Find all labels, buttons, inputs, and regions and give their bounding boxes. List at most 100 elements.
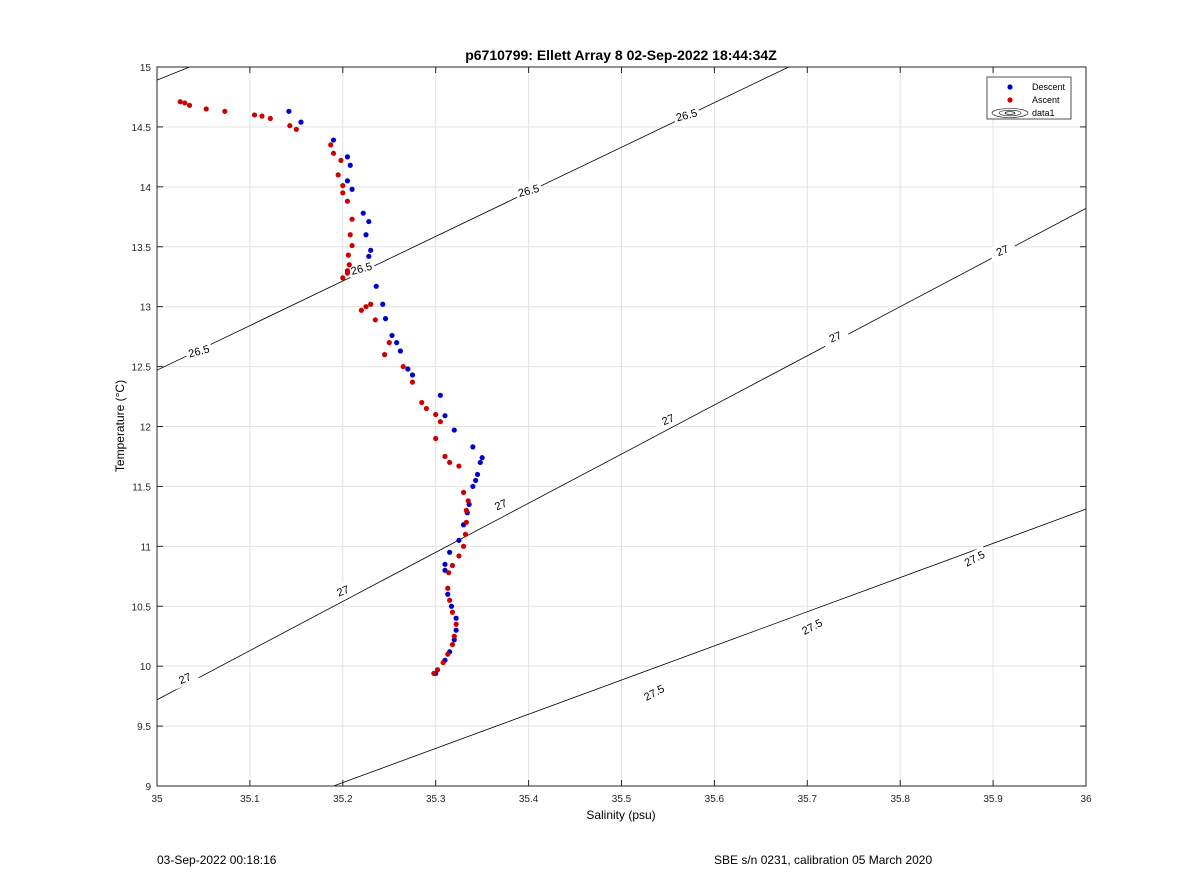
density-contour-label: 27	[995, 243, 1011, 259]
ascent-point	[344, 270, 351, 276]
y-axis-label: Temperature (°C)	[113, 380, 127, 472]
density-contour-label-bg	[820, 325, 850, 349]
chart-title: p6710799: Ellett Array 8 02-Sep-2022 18:…	[465, 47, 777, 63]
descent-point	[349, 186, 355, 192]
data-series	[177, 99, 485, 676]
ascent-point	[447, 459, 453, 466]
footer-calibration: SBE s/n 0231, calibration 05 March 2020	[714, 853, 933, 867]
ascent-point	[449, 562, 456, 569]
descent-point	[448, 603, 455, 609]
x-tick-label: 35.3	[426, 794, 446, 805]
ascent-point	[293, 126, 299, 132]
ascent-point	[456, 553, 462, 559]
y-tick-label: 13	[140, 303, 152, 314]
x-axis-label: Salinity (psu)	[586, 808, 655, 822]
density-contour-label-bg	[959, 546, 990, 571]
descent-point	[456, 537, 462, 543]
density-contour-line-26.5	[156, 66, 190, 81]
density-contour-label-bg	[347, 258, 376, 279]
ascent-point	[447, 597, 453, 603]
ascent-point	[462, 531, 469, 537]
ascent-point	[340, 190, 346, 196]
descent-point	[347, 162, 353, 168]
series-ascent	[177, 99, 471, 676]
descent-point	[363, 232, 369, 238]
y-tick-label: 12.5	[132, 363, 152, 374]
x-tick-label: 35.6	[705, 794, 725, 805]
y-tick-label: 10.5	[132, 602, 152, 613]
density-contour-label-bg	[328, 579, 358, 603]
density-contour-label: 27	[493, 497, 509, 513]
legend-marker-ascent	[1007, 97, 1013, 103]
ascent-point	[335, 172, 341, 178]
density-contour-label: 26.5	[187, 343, 211, 360]
ascent-point	[349, 216, 355, 222]
grid-lines	[156, 66, 1087, 787]
x-tick-label: 36	[1080, 794, 1092, 805]
density-contour-label-bg	[987, 238, 1018, 262]
descent-point	[437, 392, 443, 398]
ascent-point	[386, 340, 392, 346]
x-tick-label: 35.8	[890, 794, 910, 805]
y-tick-label: 14	[140, 183, 152, 194]
ascent-point	[251, 112, 258, 118]
density-contour-label: 26.5	[517, 183, 541, 200]
ascent-point	[182, 100, 188, 106]
y-tick-label: 9	[145, 782, 151, 793]
ascent-point	[449, 641, 456, 648]
x-tick-label: 35.7	[798, 794, 818, 805]
density-contour-label: 26.5	[675, 107, 699, 124]
ascent-point	[338, 157, 344, 164]
descent-point	[470, 444, 476, 450]
legend: Descent Ascent data1	[986, 76, 1072, 120]
density-contour-label-bg	[639, 680, 669, 705]
descent-point	[360, 210, 366, 216]
ascent-point	[431, 670, 437, 676]
descent-point	[366, 253, 372, 259]
legend-marker-contour-inner	[1004, 111, 1016, 115]
ascent-point	[423, 405, 430, 412]
density-contour-label-bg	[184, 340, 214, 362]
descent-point	[405, 366, 411, 372]
descent-point	[451, 637, 457, 643]
y-tick-label: 10	[140, 662, 152, 673]
ascent-point	[400, 363, 406, 370]
density-contour-label: 27	[177, 671, 193, 687]
ascent-point	[349, 242, 355, 249]
density-contour-label-bg	[486, 492, 516, 516]
ascent-point	[451, 633, 457, 639]
density-contour-label-bg	[514, 180, 543, 201]
legend-marker-contour-mid	[998, 109, 1022, 117]
descent-point	[477, 459, 483, 466]
ascent-point	[346, 262, 352, 268]
ascent-point	[340, 275, 346, 281]
x-tick-label: 35.5	[612, 794, 632, 805]
ascent-point	[363, 304, 369, 310]
ascent-point	[345, 252, 351, 258]
descent-point	[344, 154, 351, 160]
density-contour-line-27	[156, 208, 1087, 701]
legend-label-ascent: Ascent	[1032, 95, 1060, 105]
density-contour-label: 27	[335, 584, 351, 600]
ascent-point	[433, 411, 439, 418]
legend-marker-descent	[1007, 84, 1013, 90]
descent-point	[442, 567, 448, 573]
y-tick-label: 11	[141, 542, 152, 553]
descent-point	[474, 471, 481, 478]
descent-point	[298, 119, 304, 125]
ascent-point	[203, 106, 209, 112]
y-tick-label: 9.5	[137, 722, 151, 733]
descent-point	[286, 108, 292, 114]
ascent-point	[437, 419, 443, 425]
ascent-point	[358, 307, 364, 313]
descent-point	[453, 615, 459, 621]
descent-point	[453, 627, 459, 633]
ascent-point	[259, 113, 265, 119]
density-contour-label: 27	[828, 330, 844, 346]
density-contour-line-27.5	[333, 508, 1087, 787]
x-tick-label: 35	[151, 794, 163, 805]
ascent-point	[433, 435, 439, 442]
density-contour-label: 27	[660, 412, 676, 428]
ascent-point	[446, 570, 452, 576]
